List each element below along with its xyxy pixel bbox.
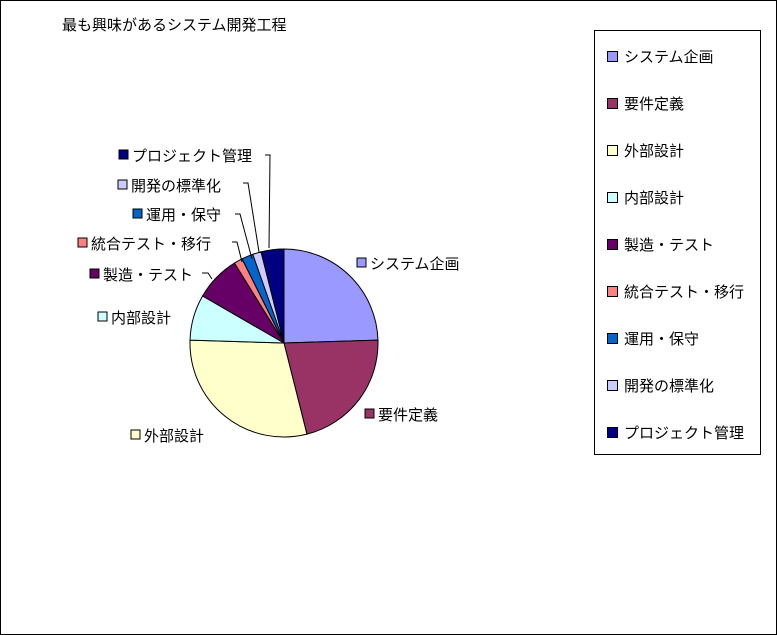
legend-label: 開発の標準化 <box>624 376 715 395</box>
data-label-swatch-6 <box>77 237 88 248</box>
leader-line-6 <box>232 241 243 263</box>
legend-swatch <box>607 379 618 391</box>
legend-swatch <box>607 50 618 62</box>
legend-item-8: 開発の標準化 <box>607 374 714 396</box>
data-label-5: 製造・テスト <box>103 266 193 284</box>
legend-item-6: 統合テスト・移行 <box>607 280 744 302</box>
data-label-swatch-3 <box>130 429 141 440</box>
data-label-swatch-5 <box>89 268 100 279</box>
leader-line-5 <box>202 272 213 280</box>
legend-item-7: 運用・保守 <box>607 327 699 349</box>
legend-item-9: プロジェクト管理 <box>607 421 744 443</box>
legend-item-5: 製造・テスト <box>607 233 714 255</box>
data-label-2: 要件定義 <box>378 406 438 424</box>
legend-label: プロジェクト管理 <box>624 423 745 442</box>
data-label-4: 内部設計 <box>111 309 171 327</box>
data-label-swatch-9 <box>118 149 129 160</box>
legend-item-1: システム企画 <box>607 45 714 67</box>
legend-swatch <box>607 332 618 344</box>
data-label-1: システム企画 <box>370 255 460 273</box>
data-label-swatch-4 <box>97 311 108 322</box>
legend-label: 統合テスト・移行 <box>624 282 745 301</box>
legend-swatch <box>607 144 618 156</box>
legend-label: 製造・テスト <box>624 235 715 254</box>
legend-label: 外部設計 <box>624 141 685 160</box>
legend-swatch <box>607 238 618 250</box>
legend-label: 運用・保守 <box>624 329 700 348</box>
legend: システム企画 要件定義外部設計内部設計製造・テスト統合テスト・移行 運用・保守開発の… <box>594 30 761 455</box>
pie-slice-9 <box>260 248 285 344</box>
legend-label: 要件定義 <box>624 94 685 113</box>
data-label-swatch-2 <box>364 408 375 419</box>
data-label-9: プロジェクト管理 <box>132 147 252 165</box>
data-label-7: 運用・保守 <box>146 206 221 224</box>
pie-slice-1 <box>283 248 379 344</box>
data-label-swatch-7 <box>132 208 143 219</box>
legend-swatch <box>607 426 618 438</box>
data-label-swatch-1 <box>356 257 367 268</box>
legend-swatch <box>607 97 618 109</box>
leader-line-7 <box>235 213 253 260</box>
legend-label: 内部設計 <box>624 188 685 207</box>
legend-item-4: 内部設計 <box>607 186 684 208</box>
legend-item-3: 外部設計 <box>607 139 684 161</box>
legend-swatch <box>607 191 618 203</box>
data-label-8: 開発の標準化 <box>131 177 221 195</box>
pie-slice-3 <box>189 339 308 438</box>
chart-title: 最も興味があるシステム開発工程 <box>62 16 287 34</box>
pie-slice-2 <box>283 339 379 435</box>
data-label-swatch-8 <box>117 179 128 190</box>
legend-item-2: 要件定義 <box>607 92 684 114</box>
legend-swatch <box>607 285 618 297</box>
data-label-3: 外部設計 <box>144 427 204 445</box>
leader-line-8 <box>243 182 260 253</box>
leader-line-9 <box>265 154 271 249</box>
data-label-6: 統合テスト・移行 <box>91 235 211 253</box>
legend-label: システム企画 <box>624 47 714 66</box>
